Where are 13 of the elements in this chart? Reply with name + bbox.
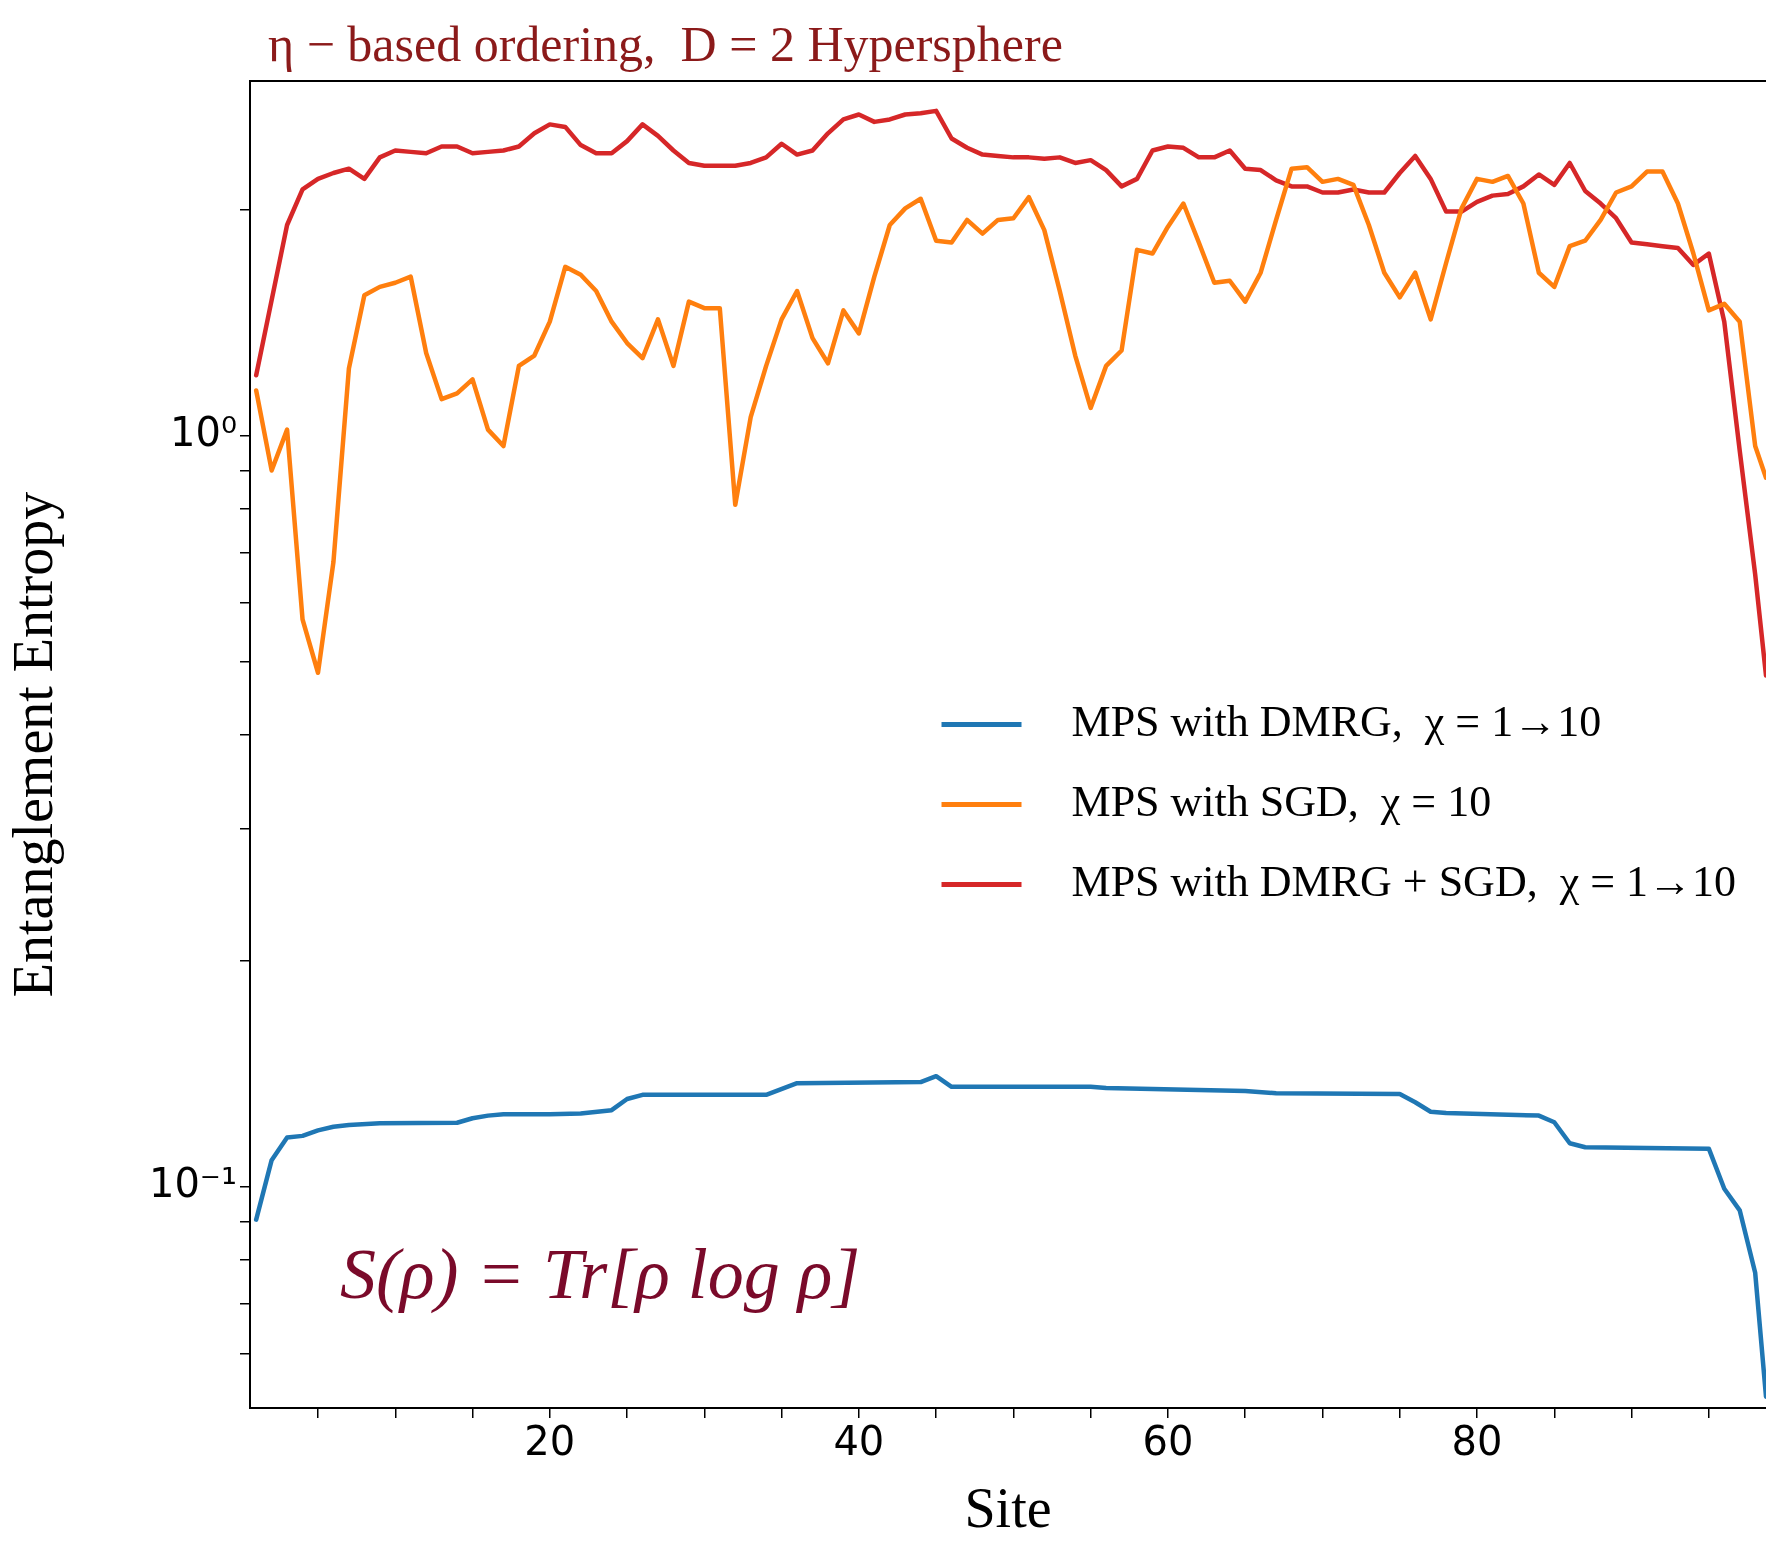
x-tick-label: 80 xyxy=(1451,1418,1503,1465)
legend-label: MPS with DMRG, χ = 1→10 xyxy=(1071,697,1602,747)
y-tick-label: 10⁻¹ xyxy=(148,1160,237,1207)
chart-title: η − based ordering, D = 2 Hypersphere xyxy=(268,16,1063,73)
x-tick-label: 40 xyxy=(833,1418,885,1465)
y-tick-label: 10⁰ xyxy=(170,409,237,456)
x-axis-title: Site xyxy=(964,1477,1052,1540)
y-axis-title: Entanglement Entropy xyxy=(2,491,65,998)
legend-label: MPS with SGD, χ = 10 xyxy=(1071,777,1492,827)
x-tick-label: 60 xyxy=(1142,1418,1194,1465)
legend-label: MPS with DMRG + SGD, χ = 1→10 xyxy=(1071,857,1737,907)
annotation: S(ρ) = Tr[ρ log ρ] xyxy=(340,1234,861,1314)
x-tick-label: 20 xyxy=(524,1418,576,1465)
